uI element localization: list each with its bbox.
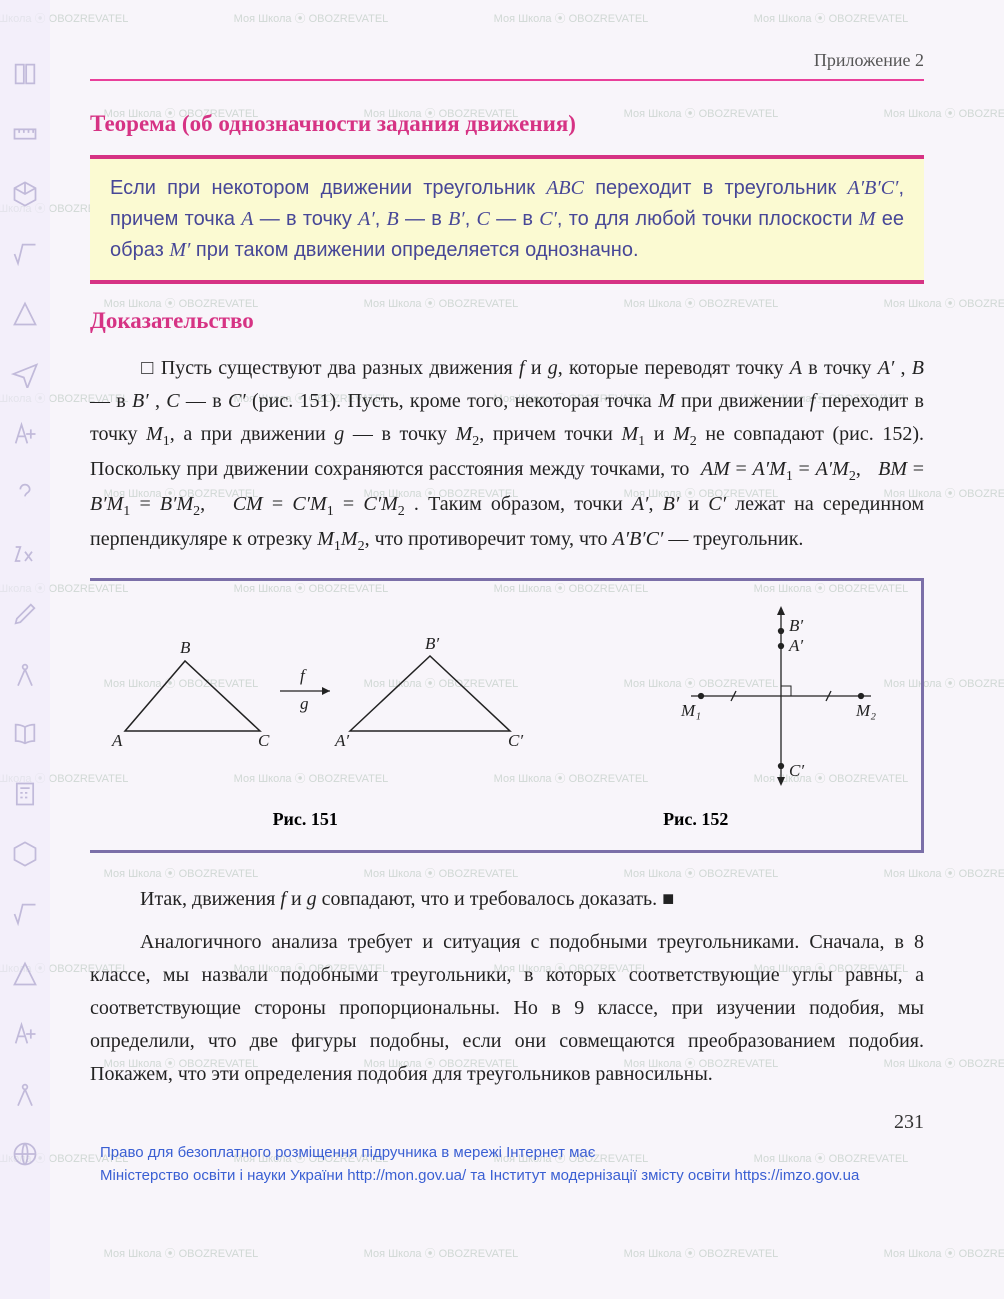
header-rule	[90, 79, 924, 81]
figure-152: B′ A′ C′ M₁ M₂	[671, 601, 891, 791]
footer-line-2: Міністерство освіти і науки України http…	[100, 1165, 924, 1188]
svg-text:M₂: M₂	[855, 701, 876, 720]
footer-text: Право для безоплатного розміщення підруч…	[90, 1142, 924, 1187]
svg-text:A′: A′	[788, 636, 803, 655]
figure-label-152: Рис. 152	[663, 809, 728, 830]
svg-text:A: A	[111, 731, 123, 750]
proof-paragraph-1: □ Пусть существуют два разных движения f…	[90, 352, 924, 558]
figure-panel: A B C f g A′ B′ C′	[90, 578, 924, 853]
page-number: 231	[90, 1111, 924, 1134]
footer-line-1: Право для безоплатного розміщення підруч…	[100, 1142, 924, 1165]
figure-label-151: Рис. 151	[273, 809, 338, 830]
theorem-title: Теорема (об однозначности задания движен…	[90, 111, 924, 137]
figure-151: A B C f g A′ B′ C′	[110, 631, 530, 761]
svg-text:B′: B′	[425, 634, 439, 653]
svg-text:f: f	[300, 666, 307, 685]
svg-text:M₁: M₁	[680, 701, 701, 720]
svg-text:B′: B′	[789, 616, 803, 635]
page-content: Приложение 2 Теорема (об однозначности з…	[0, 0, 1004, 1217]
appendix-header: Приложение 2	[90, 50, 924, 71]
svg-text:B: B	[180, 638, 191, 657]
svg-text:C′: C′	[508, 731, 523, 750]
svg-text:C′: C′	[789, 761, 804, 780]
followup-paragraph: Аналогичного анализа требует и ситуация …	[90, 926, 924, 1091]
proof-conclusion: Итак, движения f и g совпадают, что и тр…	[90, 883, 924, 916]
svg-text:A′: A′	[334, 731, 349, 750]
svg-text:C: C	[258, 731, 270, 750]
theorem-box: Если при некотором движении треугольник …	[90, 155, 924, 284]
svg-text:g: g	[300, 694, 309, 713]
proof-title: Доказательство	[90, 308, 924, 334]
